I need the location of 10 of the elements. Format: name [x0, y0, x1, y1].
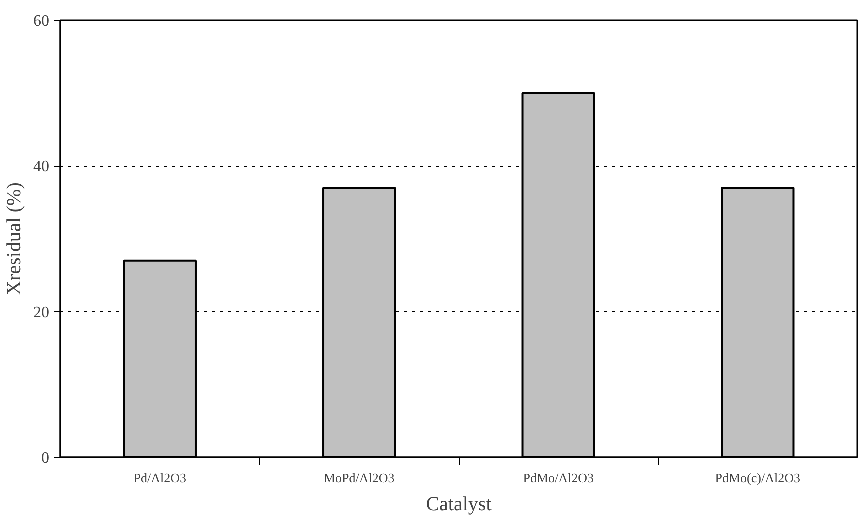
y-tick-label: 40	[34, 158, 50, 176]
y-tick-label: 60	[34, 13, 50, 30]
x-axis-title: Catalyst	[426, 494, 492, 516]
x-tick-label: PdMo(c)/Al2O3	[715, 470, 800, 486]
x-tick-label: PdMo/Al2O3	[523, 470, 594, 486]
y-axis-title: Xresidual (%)	[4, 182, 26, 296]
x-tick-label: Pd/Al2O3	[134, 470, 186, 486]
y-tick-label: 20	[34, 304, 50, 322]
y-tick-label: 0	[42, 450, 50, 467]
x-tick-label: MoPd/Al2O3	[324, 470, 395, 486]
